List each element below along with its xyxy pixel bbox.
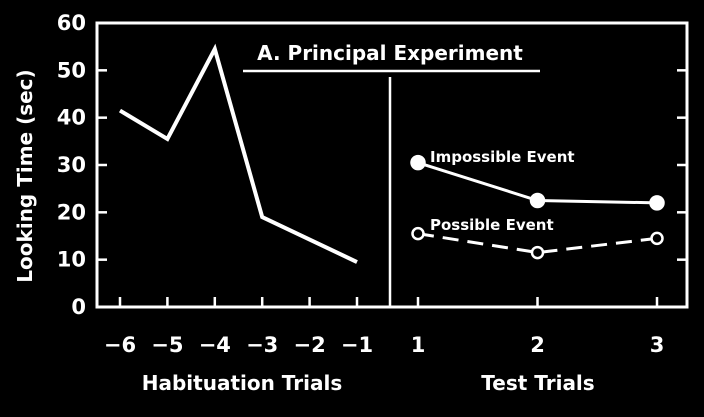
y-tick-label: 0 [71, 295, 86, 319]
y-axis-title: Looking Time (sec) [13, 69, 37, 282]
chart-title: A. Principal Experiment [257, 41, 523, 65]
y-tick-label: 30 [57, 153, 86, 177]
y-tick-label: 60 [57, 11, 86, 35]
y-tick-label: 40 [57, 106, 86, 130]
x-tick-label: −5 [151, 333, 183, 357]
plot-frame [95, 21, 689, 309]
y-tick-label: 20 [57, 200, 86, 224]
x-tick-label: −6 [104, 333, 136, 357]
x-axis-title-test: Test Trials [481, 371, 594, 395]
data-point [650, 231, 664, 246]
y-tick-label: 50 [57, 58, 86, 82]
x-tick-label: −2 [293, 333, 325, 357]
x-tick-label: 2 [530, 333, 545, 357]
series-line-habituation [118, 43, 358, 264]
x-tick-label: 1 [411, 333, 426, 357]
data-point [649, 195, 665, 211]
x-tick-label: −1 [341, 333, 373, 357]
data-point [530, 245, 545, 260]
y-tick-label: 10 [57, 248, 86, 272]
series-label-possible-event: Possible Event [430, 216, 554, 234]
x-tick-label: −3 [246, 333, 278, 357]
x-tick-label: −4 [199, 333, 231, 357]
data-point [410, 154, 426, 171]
x-tick-label: 3 [650, 333, 665, 357]
series-line-possible-event [417, 232, 658, 255]
series-label-impossible-event: Impossible Event [430, 148, 575, 166]
data-point [411, 226, 425, 241]
x-axis-title-habituation: Habituation Trials [142, 371, 342, 395]
data-point [529, 192, 546, 209]
